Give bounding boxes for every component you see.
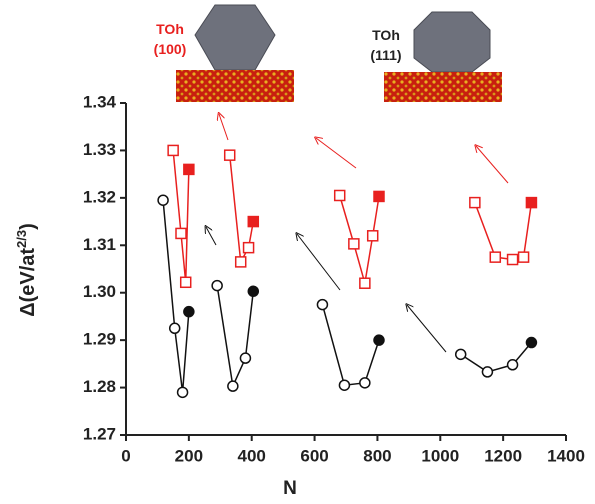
marker <box>167 144 179 157</box>
y-tick-label: 1.27 <box>83 424 116 443</box>
marker <box>239 352 252 364</box>
x-tick-label: 200 <box>175 446 203 465</box>
y-label-superscript: 2/3 <box>14 230 29 248</box>
y-label-text: Δ(eV/at <box>17 248 39 317</box>
series-line <box>228 155 255 265</box>
marker <box>242 241 255 254</box>
marker <box>525 196 538 209</box>
annotation: TOh (111) <box>370 27 401 63</box>
marker <box>183 305 195 318</box>
marker <box>525 336 538 349</box>
marker <box>247 285 260 298</box>
x-tick-label: 1200 <box>484 446 522 465</box>
marker <box>168 322 181 335</box>
marker <box>333 189 346 202</box>
marker <box>506 253 519 266</box>
marker <box>247 215 260 228</box>
particle-images <box>176 4 502 102</box>
marker <box>489 251 502 263</box>
annotation-line: (111) <box>370 47 401 63</box>
marker <box>506 359 519 371</box>
marker <box>359 277 371 289</box>
plot-area: 1.27 1.28 1.29 1.30 1.31 1.32 1.33 1.34 0 200 400 6… <box>83 92 585 465</box>
y-tick-label: 1.29 <box>83 330 116 349</box>
series-line <box>321 304 380 387</box>
marker <box>176 386 189 399</box>
y-tick-label: 1.32 <box>83 187 116 206</box>
marker <box>316 298 329 311</box>
y-tick-label: 1.33 <box>83 140 116 159</box>
marker <box>481 366 494 378</box>
series-line <box>460 342 533 373</box>
marker <box>359 377 371 389</box>
marker <box>157 194 169 206</box>
marker <box>348 238 360 250</box>
y-label-suffix: ) <box>17 223 39 230</box>
marker <box>211 279 223 292</box>
y-axis-label: Δ(eV/at2/3) <box>14 223 39 317</box>
marker <box>517 251 530 263</box>
y-tick-label: 1.28 <box>83 377 116 396</box>
series-line <box>172 150 190 283</box>
marker <box>338 379 351 391</box>
series-line <box>216 285 255 389</box>
annotation-line: (100) <box>154 41 187 57</box>
x-tick-label: 600 <box>300 446 328 465</box>
x-tick-label: 400 <box>238 446 266 465</box>
marker <box>234 256 247 268</box>
x-axis-label: N <box>283 478 297 499</box>
arrows <box>206 114 509 353</box>
marker <box>469 196 481 209</box>
y-tick-label: 1.34 <box>83 92 117 111</box>
x-tick-label: 1400 <box>547 446 585 465</box>
y-tick-label: 1.31 <box>83 235 116 254</box>
marker <box>223 149 236 161</box>
y-tick-label: 1.30 <box>83 282 116 301</box>
series-line <box>162 200 190 393</box>
marker <box>373 190 385 203</box>
marker <box>227 380 239 392</box>
marker <box>454 348 467 361</box>
x-tick-label: 0 <box>121 446 130 465</box>
series-line <box>474 202 533 261</box>
annotation-line: TOh <box>156 21 184 37</box>
marker <box>373 334 385 346</box>
marker <box>179 276 192 289</box>
marker <box>183 163 195 176</box>
x-tick-label: 1000 <box>421 446 459 465</box>
marker <box>366 230 379 242</box>
annotation: TOh (100) <box>154 21 187 57</box>
annotation-line: TOh <box>372 27 400 43</box>
x-tick-label: 800 <box>363 446 391 465</box>
marker <box>175 227 187 240</box>
